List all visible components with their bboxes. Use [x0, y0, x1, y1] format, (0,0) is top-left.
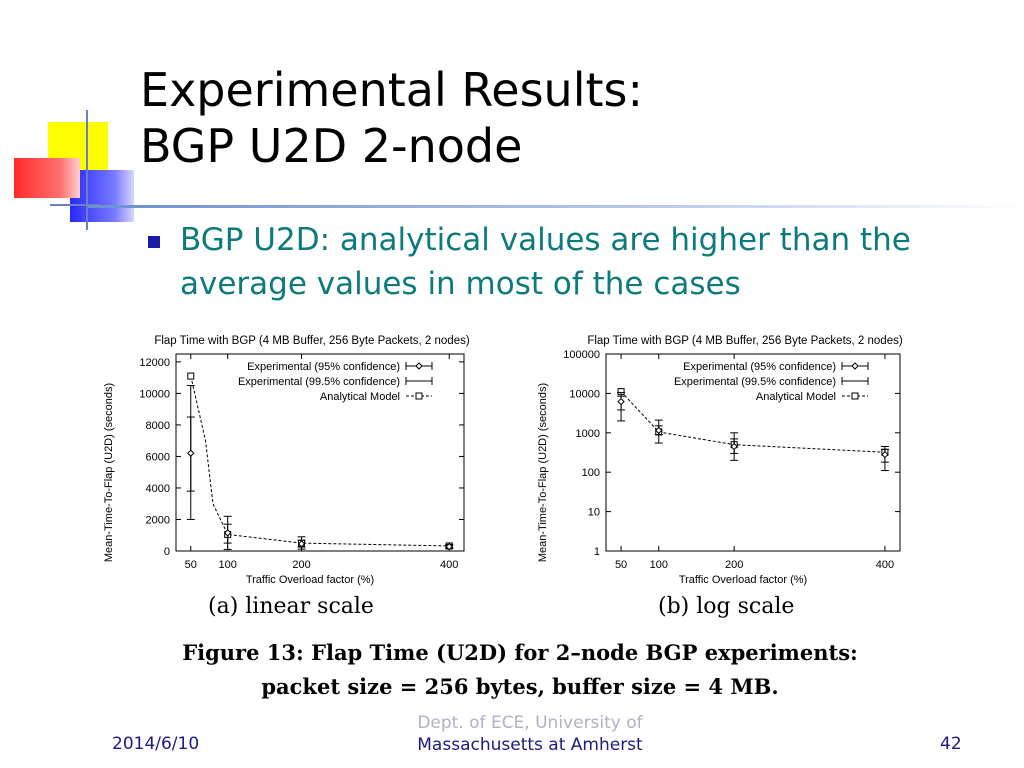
chart-log-svg: Flap Time with BGP (4 MB Buffer, 256 Byt…: [537, 335, 903, 586]
x-tick-label: 200: [725, 559, 743, 571]
legend-label: Analytical Model: [320, 391, 400, 403]
legend-label: Experimental (95% confidence): [247, 361, 400, 373]
chart-title: Flap Time with BGP (4 MB Buffer, 256 Byt…: [154, 335, 470, 347]
y-tick-label: 6000: [146, 451, 170, 463]
slide-title-line1: Experimental Results:: [140, 63, 643, 117]
footer-affiliation-top: Dept. of ECE, University of: [417, 713, 643, 733]
legend-square-marker: [415, 392, 423, 400]
x-tick-label: 400: [876, 559, 894, 571]
chart-linear-scale: Flap Time with BGP (4 MB Buffer, 256 Byt…: [100, 326, 520, 590]
legend-diamond-marker: [851, 362, 859, 370]
x-tick-label: 200: [292, 559, 310, 571]
plot-frame: [605, 353, 901, 552]
figure-caption-line1: Figure 13: Flap Time (U2D) for 2–node BG…: [182, 640, 858, 665]
footer-affiliation-bottom: Massachusetts at Amherst: [417, 735, 643, 755]
analytical-model-point: [187, 372, 195, 380]
x-tick-label: 400: [440, 559, 458, 571]
experimental-mean-point: [187, 449, 195, 457]
legend-label: Analytical Model: [756, 391, 836, 403]
y-axis-label: Mean-Time-To-Flap (U2D) (seconds): [537, 383, 549, 562]
x-axis-label: Traffic Overload factor (%): [679, 574, 807, 586]
y-tick-label: 12000: [139, 357, 170, 369]
analytical-model-line: [190, 375, 450, 547]
y-tick-label: 0: [164, 546, 170, 558]
slide-title-line2: BGP U2D 2-node: [140, 119, 523, 173]
analytical-model-line: [620, 391, 885, 453]
blue-square-decoration: [70, 170, 134, 222]
x-tick-label: 50: [185, 559, 197, 571]
x-tick-label: 100: [650, 559, 668, 571]
legend-label: Experimental (99.5% confidence): [674, 376, 836, 388]
experimental-mean-point: [655, 426, 663, 435]
legend-square-marker: [851, 392, 859, 400]
bullet-text: BGP U2D: analytical values are higher th…: [180, 222, 911, 302]
subcaption-log: (b) log scale: [658, 594, 795, 619]
x-tick-label: 50: [615, 559, 627, 571]
bullet-square-icon: [148, 236, 160, 248]
legend-diamond-marker: [415, 362, 423, 370]
experimental-mean-point: [617, 397, 625, 406]
y-tick-label: 1: [594, 546, 600, 558]
subcaption-linear: (a) linear scale: [208, 594, 374, 619]
y-tick-label: 10000: [139, 388, 170, 400]
experimental-mean-point: [881, 450, 889, 459]
figure-caption: Figure 13: Flap Time (U2D) for 2–node BG…: [100, 636, 940, 704]
chart-log-scale: Flap Time with BGP (4 MB Buffer, 256 Byt…: [534, 326, 946, 590]
experimental-mean-point: [297, 540, 306, 548]
y-tick-label: 4000: [146, 483, 170, 495]
chart-linear-svg: Flap Time with BGP (4 MB Buffer, 256 Byt…: [103, 335, 470, 586]
footer-affiliation: Dept. of ECE, University of Massachusett…: [380, 712, 680, 756]
x-axis-label: Traffic Overload factor (%): [246, 574, 374, 586]
y-tick-label: 10: [588, 507, 600, 519]
footer-date: 2014/6/10: [112, 734, 200, 754]
chart-title: Flap Time with BGP (4 MB Buffer, 256 Byt…: [587, 335, 903, 347]
y-tick-label: 1000: [576, 428, 600, 440]
y-tick-label: 2000: [146, 514, 170, 526]
horizontal-line-decoration: [50, 204, 100, 206]
legend-label: Experimental (99.5% confidence): [238, 376, 400, 388]
y-tick-label: 10000: [569, 388, 600, 400]
legend-label: Experimental (95% confidence): [683, 361, 836, 373]
experimental-mean-point: [730, 442, 738, 451]
plot-frame: [175, 353, 465, 552]
y-tick-label: 8000: [146, 420, 170, 432]
red-square-decoration: [14, 158, 80, 198]
experimental-mean-point: [223, 529, 232, 537]
y-axis-label: Mean-Time-To-Flap (U2D) (seconds): [103, 383, 115, 562]
slide-title: Experimental Results: BGP U2D 2-node: [140, 62, 643, 174]
vertical-line-decoration: [86, 110, 88, 230]
y-tick-label: 100: [582, 467, 600, 479]
x-tick-label: 100: [219, 559, 237, 571]
footer-page-number: 42: [940, 734, 962, 754]
figure-caption-line2: packet size = 256 bytes, buffer size = 4…: [261, 674, 779, 699]
y-tick-label: 100000: [563, 349, 600, 361]
title-divider: [88, 205, 1024, 208]
experimental-mean-point: [445, 542, 453, 551]
